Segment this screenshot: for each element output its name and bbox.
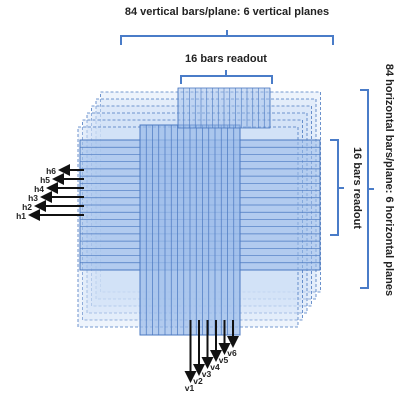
v-readout-label: v1 (185, 383, 195, 393)
right-readout-bracket (330, 139, 344, 236)
v-readout-label: v2 (193, 376, 203, 386)
h-readout-label: h1 (16, 211, 26, 221)
top-readout-label: 16 bars readout (185, 53, 267, 65)
right-readout-label: 16 bars readout (351, 147, 363, 229)
v-readout-label: v3 (202, 369, 212, 379)
h-readout-label: h3 (28, 193, 38, 203)
h-readout-label: h4 (34, 184, 44, 194)
h-readout-label: h2 (22, 202, 32, 212)
v-readout-label: v4 (210, 362, 220, 372)
v-readout-label: v6 (227, 348, 237, 358)
top-readout-bracket (180, 70, 273, 84)
right-horizontal-label: 84 horizontal bars/plane: 6 horizontal p… (383, 64, 395, 296)
vertical-bars (139, 87, 271, 336)
h-readout-label: h5 (40, 175, 50, 185)
top-vertical-bracket (120, 30, 334, 45)
h-readout-label: h6 (46, 166, 56, 176)
top-vertical-label: 84 vertical bars/plane: 6 vertical plane… (125, 6, 329, 18)
right-horizontal-bracket (360, 89, 374, 289)
v-readout-label: v5 (219, 355, 229, 365)
